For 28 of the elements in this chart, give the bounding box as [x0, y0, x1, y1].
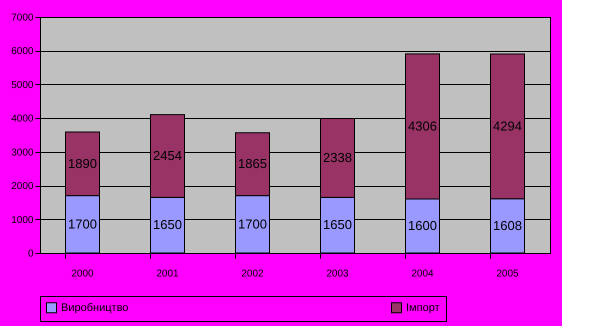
y-tick-label: 6000: [11, 46, 34, 58]
data-label: 1890: [68, 156, 97, 171]
data-label: 1865: [238, 156, 267, 172]
y-tick-label: 1000: [11, 214, 34, 226]
data-label: 1608: [493, 218, 522, 233]
legend-label: Імпорт: [406, 302, 440, 314]
data-label: 1600: [408, 218, 437, 234]
data-label: 1700: [238, 216, 267, 232]
y-tick-label: 7000: [11, 12, 34, 24]
x-tick-label: 2003: [326, 268, 350, 280]
x-tick-label: 2005: [496, 268, 520, 280]
y-tick-label: 4000: [11, 114, 34, 125]
data-label: 1650: [153, 217, 182, 232]
x-tick-label: 2002: [241, 268, 264, 280]
y-tick-label: 3000: [11, 147, 34, 158]
y-tick-label: 0: [28, 248, 34, 260]
data-label: 4306: [408, 118, 437, 134]
data-label: 4294: [493, 118, 522, 134]
y-tick-label: 5000: [11, 80, 34, 91]
legend-label: Виробництво: [61, 302, 128, 314]
data-label: 2338: [323, 150, 352, 165]
x-tick-label: 2004: [411, 268, 434, 280]
data-label: 2454: [153, 148, 182, 164]
data-label: 1700: [68, 216, 97, 232]
x-tick-label: 2000: [71, 268, 94, 280]
data-label: 1650: [323, 217, 352, 232]
x-tick-label: 2001: [156, 268, 180, 280]
y-tick-label: 2000: [11, 181, 34, 192]
